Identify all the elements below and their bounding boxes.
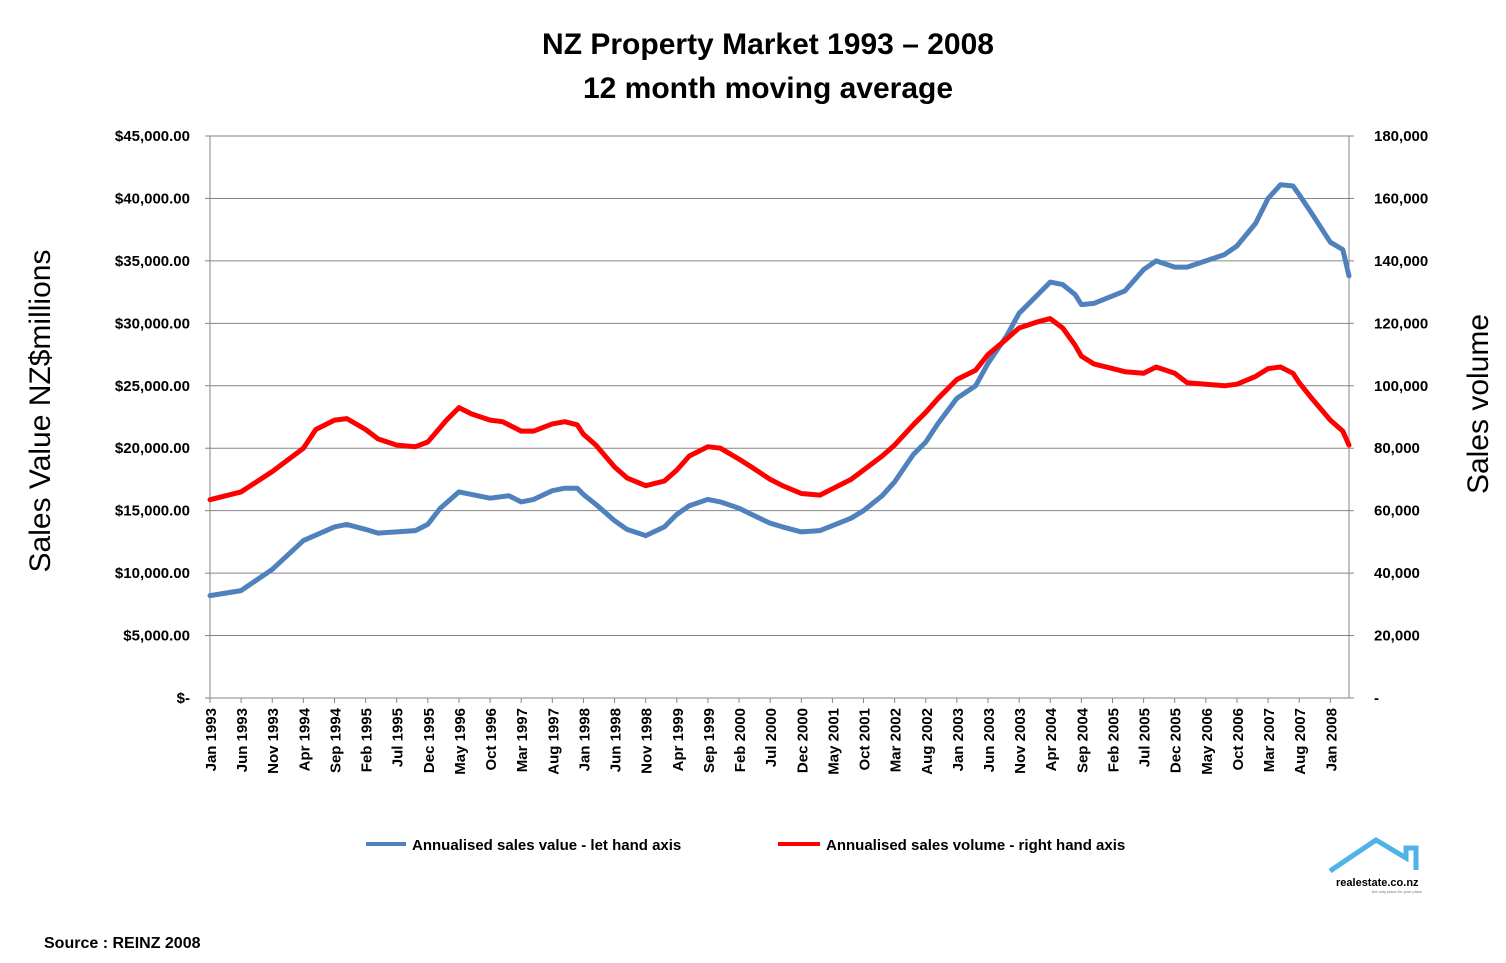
y2-tick-label: - — [1374, 690, 1379, 707]
x-tick-label: Mar 2002 — [888, 708, 905, 772]
source-note: Source : REINZ 2008 — [44, 935, 201, 952]
x-tick-label: Dec 2000 — [794, 708, 811, 773]
x-tick-label: Feb 2005 — [1105, 708, 1122, 772]
y2-axis-title: Sales volume — [1462, 314, 1495, 494]
y-tick-label: $10,000.00 — [115, 565, 190, 582]
x-tick-label: Oct 2001 — [857, 708, 874, 771]
y2-tick-label: 140,000 — [1374, 253, 1428, 270]
series-line-sales-volume — [207, 316, 1352, 503]
logo-tagline: the only place for your place — [1372, 889, 1423, 894]
y2-tick-label: 60,000 — [1374, 503, 1420, 520]
series-line-sales-value — [207, 182, 1352, 599]
chart-subtitle: 12 month moving average — [583, 72, 953, 105]
y-tick-label: $15,000.00 — [115, 503, 190, 520]
y-tick-label: $5,000.00 — [123, 628, 190, 645]
y2-tick-label: 180,000 — [1374, 128, 1428, 145]
x-tick-label: Jul 2000 — [763, 708, 780, 767]
x-tick-label: Mar 1997 — [514, 708, 531, 772]
y-tick-label: $20,000.00 — [115, 440, 190, 457]
x-tick-label: Jan 1998 — [576, 708, 593, 771]
x-tick-label: May 2001 — [825, 708, 842, 775]
x-tick-label: Jan 2003 — [950, 708, 967, 771]
x-tick-label: Oct 1996 — [483, 708, 500, 771]
y2-axis-ticks: - 20,000 40,000 60,000 80,000 100,000 120,000 1… — [1349, 128, 1428, 707]
x-tick-label: May 2006 — [1199, 708, 1216, 775]
y2-tick-label: 80,000 — [1374, 440, 1420, 457]
x-tick-label: Nov 1993 — [265, 708, 282, 774]
y-axis-ticks: $- $5,000.00 $10,000.00 $15,000.00 $20,000.0… — [115, 128, 210, 707]
y2-tick-label: 120,000 — [1374, 315, 1428, 332]
x-tick-label: Aug 2007 — [1292, 708, 1309, 775]
x-tick-label: Feb 2000 — [732, 708, 749, 772]
x-tick-label: Apr 1994 — [296, 707, 313, 771]
y-axis-title: Sales Value NZ$millions — [24, 250, 57, 573]
x-tick-label: Jun 1998 — [608, 708, 625, 772]
x-tick-label: Sep 2004 — [1074, 707, 1091, 773]
y2-tick-label: 160,000 — [1374, 190, 1428, 207]
y-tick-label: $40,000.00 — [115, 190, 190, 207]
x-tick-label: Apr 1999 — [670, 708, 687, 771]
house-roof-icon — [1328, 837, 1419, 874]
legend: Annualised sales value - let hand axis A… — [366, 837, 1125, 854]
axes — [209, 136, 1350, 699]
x-tick-label: Aug 2002 — [919, 708, 936, 775]
y-tick-label: $45,000.00 — [115, 128, 190, 145]
x-axis-ticks: Jan 1993 Jun 1993 Nov 1993 Apr 1994 Sep 1994… — [203, 698, 1340, 775]
y-tick-label: $- — [177, 690, 190, 707]
y2-tick-label: 20,000 — [1374, 628, 1420, 645]
x-tick-label: Aug 1997 — [545, 708, 562, 775]
x-tick-label: Sep 1994 — [327, 707, 344, 773]
x-tick-label: Jul 1995 — [390, 708, 407, 767]
y-tick-label: $25,000.00 — [115, 378, 190, 395]
y-tick-label: $30,000.00 — [115, 315, 190, 332]
legend-label-volume: Annualised sales volume - right hand axi… — [826, 837, 1125, 854]
x-tick-label: Jan 2008 — [1323, 708, 1340, 771]
x-tick-label: Jul 2005 — [1137, 708, 1154, 767]
logo-text: realestate.co.nz — [1336, 877, 1419, 889]
realestate-logo: realestate.co.nz the only place for your… — [1328, 837, 1423, 894]
y2-tick-label: 100,000 — [1374, 378, 1428, 395]
y2-tick-label: 40,000 — [1374, 565, 1420, 582]
gridlines — [210, 135, 1349, 637]
x-tick-label: Dec 2005 — [1168, 708, 1185, 773]
x-tick-label: Feb 1995 — [359, 708, 376, 772]
y-tick-label: $35,000.00 — [115, 253, 190, 270]
legend-label-value: Annualised sales value - let hand axis — [412, 837, 681, 854]
x-tick-label: Apr 2004 — [1043, 707, 1060, 771]
x-tick-label: Jun 2003 — [981, 708, 998, 772]
chart-title: NZ Property Market 1993 – 2008 — [542, 28, 994, 61]
x-tick-label: Jan 1993 — [203, 708, 220, 771]
x-tick-label: May 1996 — [452, 708, 469, 775]
x-tick-label: Sep 1999 — [701, 708, 718, 773]
x-tick-label: Dec 1995 — [421, 708, 438, 773]
series-lines — [207, 182, 1352, 599]
x-tick-label: Jun 1993 — [234, 708, 251, 772]
x-tick-label: Oct 2006 — [1230, 708, 1247, 771]
x-tick-label: Nov 2003 — [1012, 708, 1029, 774]
x-tick-label: Mar 2007 — [1261, 708, 1278, 772]
x-tick-label: Nov 1998 — [639, 708, 656, 774]
